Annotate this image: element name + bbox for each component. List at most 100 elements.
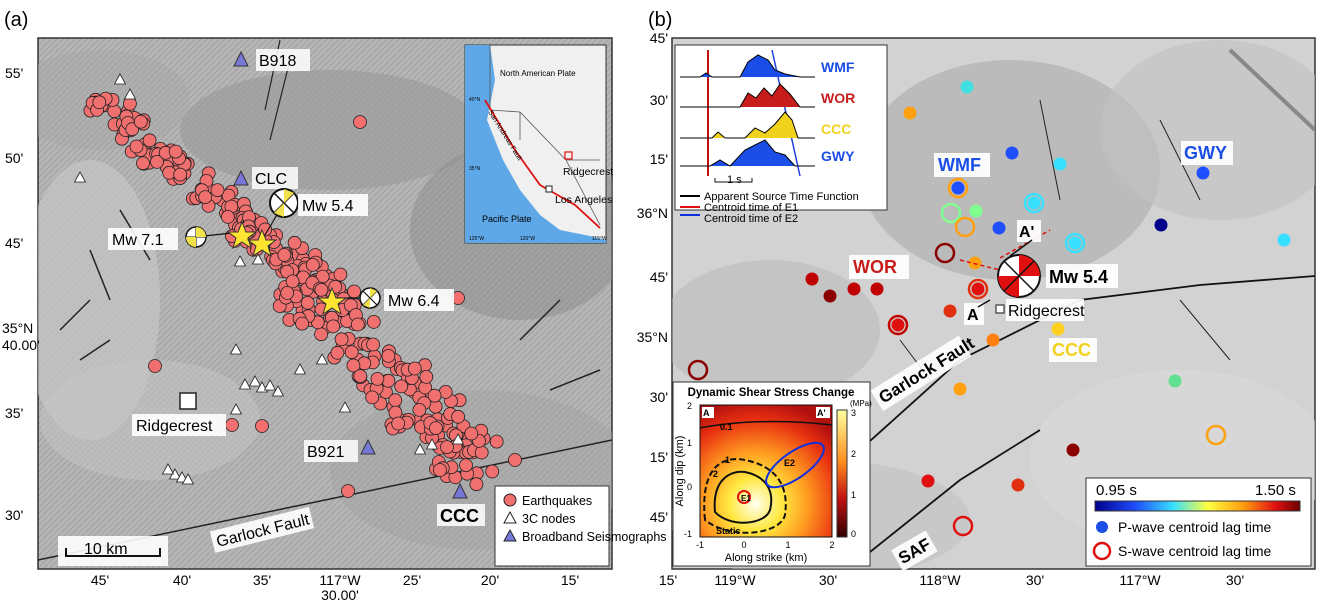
ridgecrest-marker-icon (564, 151, 573, 160)
earthquake-dot (173, 167, 188, 182)
earthquake-dot (381, 348, 396, 363)
p-wave-lag-dot (951, 181, 965, 195)
earthquake-dot (129, 139, 144, 154)
station-label-wor[interactable]: WOR (849, 255, 909, 279)
panel-b-lon-ticks: 15' 119°W 30' 118°W 30' 117°W 30' (659, 572, 1244, 588)
station-b921[interactable]: B921 (304, 438, 376, 462)
svg-text:3: 3 (851, 408, 856, 418)
panel-a-label: (a) (4, 9, 28, 31)
mainshock-star-icon (226, 220, 258, 250)
stress-inset: Dynamic Shear Stress Change A A' E1 E2 S… (672, 381, 872, 567)
node-triangle (271, 385, 285, 397)
svg-text:Apparent Source Time Function: Apparent Source Time Function (704, 191, 859, 203)
station-b918[interactable]: B918 (233, 49, 310, 71)
p-wave-lag-dot (847, 282, 861, 296)
svg-text:Pacific Plate: Pacific Plate (482, 214, 532, 224)
svg-text:CCC: CCC (821, 121, 851, 137)
svg-text:120°W: 120°W (520, 236, 535, 242)
earthquake-dot (459, 458, 473, 473)
event-mw64[interactable]: Mw 6.4 (316, 286, 454, 316)
saf-line (859, 429, 1041, 561)
svg-text:CCC: CCC (440, 506, 479, 526)
svg-text:A': A' (1019, 224, 1034, 241)
station-clc[interactable]: CLC (233, 167, 298, 189)
svg-text:E1: E1 (741, 494, 751, 503)
earthquake-dot (334, 332, 349, 347)
svg-text:P-wave centroid lag time: P-wave centroid lag time (1118, 519, 1272, 535)
town-ridgecrest-a[interactable]: Ridgecrest (132, 392, 226, 436)
event-mw71[interactable]: Mw 7.1 (108, 220, 258, 250)
svg-text:0.1: 0.1 (720, 422, 733, 432)
node-triangle (113, 73, 127, 85)
svg-text:Ridgecrest: Ridgecrest (1008, 303, 1085, 320)
svg-text:40.00': 40.00' (2, 337, 40, 353)
p-wave-lag-dot (953, 382, 967, 396)
svg-text:Earthquakes: Earthquakes (522, 494, 592, 508)
node-triangle (181, 473, 195, 485)
svg-text:45': 45' (91, 572, 109, 588)
stf-inset: WMF WOR CCC GWY 1 s Apparent Source Time… (674, 44, 888, 225)
svg-text:Mw 7.1: Mw 7.1 (112, 232, 164, 249)
svg-text:A: A (703, 408, 710, 418)
earthquake-dot (150, 154, 164, 169)
svg-text:45': 45' (5, 235, 23, 251)
node-triangle (248, 375, 262, 387)
svg-text:0.95 s: 0.95 s (1096, 482, 1137, 499)
earthquake-dot (350, 317, 365, 332)
event-mw54-b[interactable]: Mw 5.4 (959, 229, 1118, 298)
earthquake-dot (220, 209, 235, 224)
town-ridgecrest-b[interactable]: Ridgecrest (995, 299, 1085, 321)
earthquake-dot (314, 282, 329, 297)
panel-a-lon-ticks: 45' 40' 35' 117°W 30.00' 25' 20' 15' (91, 572, 579, 603)
earthquake-dot (341, 484, 355, 498)
svg-text:Mw 6.4: Mw 6.4 (388, 293, 440, 310)
svg-text:117°W: 117°W (319, 572, 361, 588)
station-label-gwy[interactable]: GWY (1181, 141, 1233, 165)
p-wave-lag-dot (805, 272, 819, 286)
svg-text:Mw 5.4: Mw 5.4 (302, 198, 354, 215)
earthquake-dot (300, 295, 315, 310)
stf-trace-wor: WOR (680, 83, 855, 108)
node-triangle (229, 403, 243, 415)
broadband-triangle-icon (452, 482, 468, 499)
svg-text:B918: B918 (259, 53, 296, 70)
earthquake-dot (333, 267, 348, 282)
station-label-ccc[interactable]: CCC (1049, 338, 1097, 362)
svg-text:Along strike (km): Along strike (km) (725, 552, 808, 564)
earthquake-dot (148, 359, 162, 373)
svg-text:40°N: 40°N (469, 97, 481, 103)
svg-text:GWY: GWY (821, 148, 855, 164)
earthquake-dot (394, 379, 409, 394)
svg-text:35°N: 35°N (2, 320, 33, 336)
earthquake-dot (485, 464, 500, 479)
station-label-wmf[interactable]: WMF (934, 153, 990, 177)
earthquake-circle-icon (503, 493, 517, 507)
svg-text:E2: E2 (784, 458, 795, 468)
earthquake-dot (255, 419, 269, 433)
earthquake-dot (419, 369, 434, 384)
svg-text:10 km: 10 km (84, 541, 128, 558)
panel-b-legend: 0.95 s 1.50 s P-wave centroid lag time S… (1085, 477, 1312, 567)
svg-text:1: 1 (785, 540, 790, 550)
node-triangle-icon (503, 510, 517, 524)
svg-text:30': 30' (650, 389, 668, 405)
station-ccc[interactable]: CCC (437, 482, 485, 526)
earthquake-dot (277, 247, 292, 262)
lag-time-markers (687, 80, 1291, 537)
svg-text:55': 55' (5, 65, 23, 81)
stf-trace-ccc: CCC (680, 111, 851, 139)
earthquake-dot (280, 285, 295, 300)
panel-a-legend: Earthquakes 3C nodes Broadband Seismogra… (494, 485, 667, 567)
earthquake-dot (285, 274, 300, 289)
earthquake-dot (489, 434, 504, 449)
event-mw54[interactable]: Mw 5.4 (246, 188, 368, 258)
p-wave-lag-dot (1068, 236, 1082, 250)
svg-text:2: 2 (851, 449, 856, 459)
earthquake-dot (344, 345, 359, 360)
svg-text:30': 30' (1226, 572, 1244, 588)
svg-text:30': 30' (650, 92, 668, 108)
svg-text:45': 45' (650, 30, 668, 46)
panel-b-label: (b) (648, 9, 672, 31)
p-wave-lag-dot (971, 282, 985, 296)
s-wave-lag-ring (687, 359, 709, 381)
